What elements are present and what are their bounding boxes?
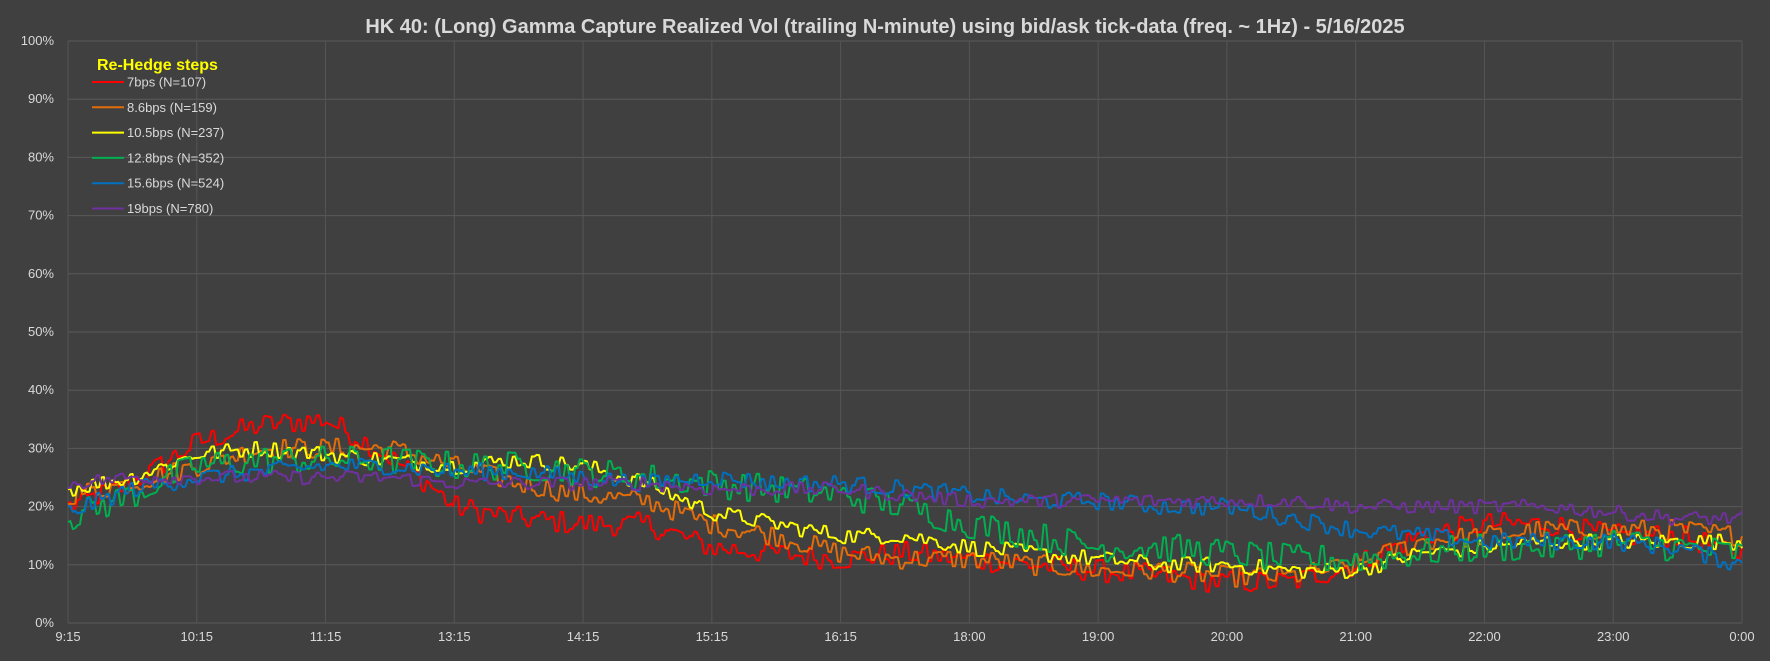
x-axis-ticks: 9:15 10:15 11:15 13:15 14:15 15:15 16:15 18:00 1… [55, 629, 1754, 644]
x-tick-label: 0:00 [1729, 629, 1754, 644]
chart-title: HK 40: (Long) Gamma Capture Realized Vol… [365, 16, 1404, 38]
legend-entry: 7bps (N=107) [127, 75, 206, 90]
legend-entry: 8.6bps (N=159) [127, 100, 217, 115]
series-line [67, 457, 1743, 571]
y-tick-label: 0% [35, 615, 54, 630]
y-tick-label: 90% [28, 91, 54, 106]
x-tick-label: 23:00 [1597, 629, 1630, 644]
x-tick-label: 21:00 [1339, 629, 1372, 644]
x-tick-label: 19:00 [1082, 629, 1115, 644]
y-tick-label: 60% [28, 266, 54, 281]
x-tick-label: 11:15 [310, 629, 342, 644]
x-tick-label: 18:00 [953, 629, 986, 644]
x-tick-label: 14:15 [567, 629, 600, 644]
x-tick-label: 10:15 [180, 629, 213, 644]
y-tick-label: 40% [28, 382, 54, 397]
legend-entry: 19bps (N=780) [127, 201, 213, 216]
chart-legend: Re-Hedge steps 7bps (N=107) 8.6bps (N=159… [92, 57, 224, 216]
series-line [67, 413, 1743, 593]
y-tick-label: 80% [28, 149, 54, 164]
y-tick-label: 30% [28, 440, 54, 455]
x-tick-label: 13:15 [438, 629, 471, 644]
legend-title: Re-Hedge steps [97, 57, 218, 74]
x-tick-label: 9:15 [55, 629, 80, 644]
y-tick-label: 100% [21, 33, 55, 48]
x-tick-label: 22:00 [1468, 629, 1501, 644]
x-tick-label: 16:15 [824, 629, 857, 644]
y-tick-label: 20% [28, 499, 54, 514]
data-series [67, 413, 1743, 593]
y-axis-ticks: 0% 10% 20% 30% 40% 50% 60% 70% 80% 90% 100% [21, 33, 55, 630]
legend-entry: 10.5bps (N=237) [127, 125, 224, 140]
y-tick-label: 70% [28, 208, 54, 223]
x-tick-label: 20:00 [1211, 629, 1244, 644]
x-tick-label: 15:15 [696, 629, 729, 644]
legend-entry: 15.6bps (N=524) [127, 176, 224, 191]
series-line [67, 469, 1743, 526]
y-tick-label: 50% [28, 324, 54, 339]
legend-entry: 12.8bps (N=352) [127, 150, 224, 165]
grid-lines [67, 40, 1743, 624]
y-tick-label: 10% [28, 557, 54, 572]
